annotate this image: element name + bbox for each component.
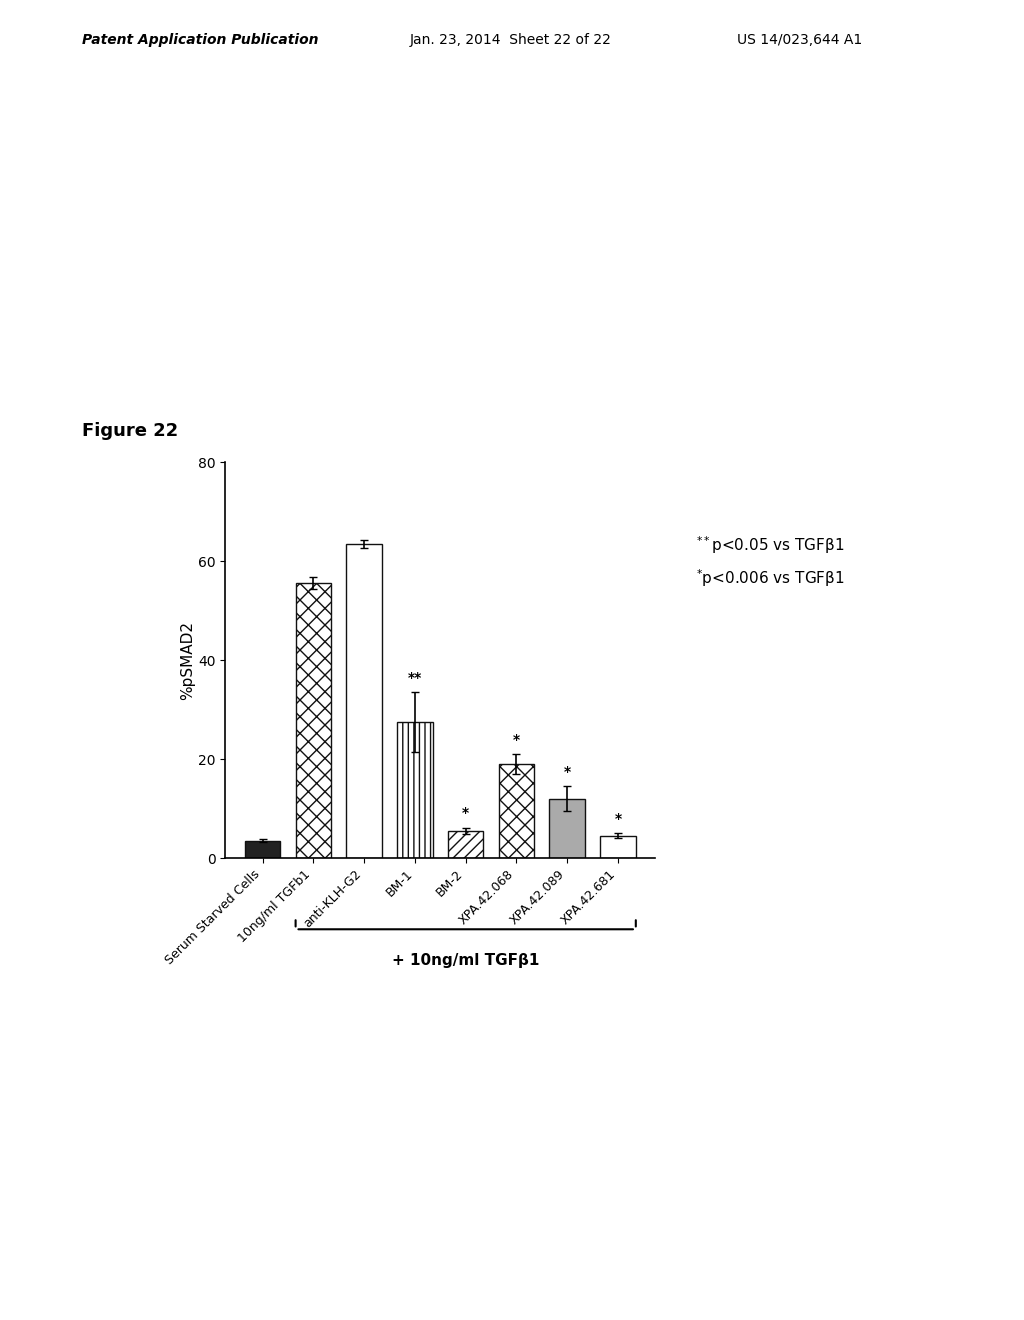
Text: *: * bbox=[462, 807, 469, 821]
Bar bbox=[397, 722, 433, 858]
Text: $^{**}$p<0.05 vs TGFβ1: $^{**}$p<0.05 vs TGFβ1 bbox=[696, 535, 845, 556]
Bar bbox=[600, 836, 636, 858]
Text: US 14/023,644 A1: US 14/023,644 A1 bbox=[737, 33, 862, 48]
Bar bbox=[447, 830, 483, 858]
Bar bbox=[296, 583, 331, 858]
Text: $^{*}$p<0.006 vs TGFβ1: $^{*}$p<0.006 vs TGFβ1 bbox=[696, 568, 845, 589]
Text: **: ** bbox=[408, 671, 422, 685]
Bar bbox=[550, 799, 585, 858]
Text: Jan. 23, 2014  Sheet 22 of 22: Jan. 23, 2014 Sheet 22 of 22 bbox=[410, 33, 611, 48]
Bar bbox=[245, 841, 281, 858]
Bar bbox=[346, 544, 382, 858]
Text: Figure 22: Figure 22 bbox=[82, 422, 178, 441]
Text: + 10ng/ml TGFβ1: + 10ng/ml TGFβ1 bbox=[392, 953, 540, 968]
Text: *: * bbox=[614, 812, 622, 826]
Y-axis label: %pSMAD2: %pSMAD2 bbox=[180, 620, 196, 700]
Bar bbox=[499, 764, 535, 858]
Text: *: * bbox=[563, 764, 570, 779]
Text: *: * bbox=[513, 733, 520, 747]
Text: Patent Application Publication: Patent Application Publication bbox=[82, 33, 318, 48]
